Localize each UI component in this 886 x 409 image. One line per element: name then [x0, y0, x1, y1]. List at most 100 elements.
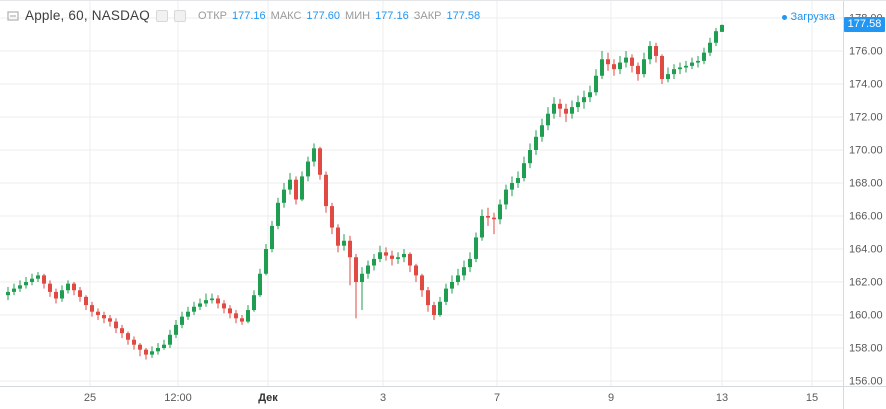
- candle-body-up: [522, 163, 526, 179]
- candle-body-up: [588, 92, 592, 98]
- open-value: 177.16: [232, 9, 266, 22]
- candle-body-down: [564, 108, 568, 114]
- candle-body-down: [330, 206, 334, 228]
- candle-body-up: [690, 62, 694, 66]
- loading-dot-icon: [781, 14, 787, 20]
- candle-body-down: [654, 46, 658, 56]
- candle-body-up: [648, 46, 652, 60]
- chart-properties-icon[interactable]: [7, 10, 19, 22]
- candle-body-up: [504, 189, 508, 205]
- candle-body-down: [630, 57, 634, 66]
- candle-body-up: [474, 237, 478, 259]
- candle-body-down: [414, 265, 418, 276]
- y-axis-label: 174.00: [849, 79, 883, 91]
- candle-body-up: [198, 303, 202, 307]
- candle-body-up: [36, 275, 40, 279]
- candle-body-up: [270, 225, 274, 249]
- candle-body-up: [252, 295, 256, 311]
- candle-body-up: [258, 273, 262, 296]
- header-button-2[interactable]: [173, 9, 186, 22]
- candle-body-up: [510, 183, 514, 190]
- candle-body-down: [42, 275, 46, 284]
- candle-body-up: [312, 148, 316, 162]
- header-button-1[interactable]: [155, 9, 168, 22]
- candle-body-down: [228, 308, 232, 314]
- candle-body-up: [714, 31, 718, 43]
- candle-body-down: [48, 283, 52, 292]
- candle-body-up: [552, 103, 556, 114]
- candle-body-down: [336, 227, 340, 246]
- candle-body-down: [216, 298, 220, 304]
- candle-body-up: [18, 285, 22, 289]
- candle-body-up: [582, 97, 586, 103]
- candle-wick: [349, 235, 351, 286]
- candle-body-up: [528, 150, 532, 164]
- candlestick-series: [6, 24, 724, 360]
- y-axis-label: 164.00: [849, 244, 883, 256]
- candle-body-down: [426, 290, 430, 306]
- x-axis-label: Дек: [258, 392, 278, 404]
- candle-body-up: [570, 107, 574, 114]
- chart-header: Apple, 60, NASDAQ ОТКР 177.16 МАКС 177.6…: [7, 8, 480, 23]
- candle-body-down: [240, 318, 244, 322]
- candle-body-up: [450, 282, 454, 289]
- candle-body-up: [168, 334, 172, 345]
- candle-body-down: [120, 328, 124, 334]
- candle-body-up: [720, 24, 724, 32]
- candle-body-up: [468, 258, 472, 268]
- x-axis-label: 9: [608, 392, 614, 404]
- candle-body-down: [102, 315, 106, 319]
- candle-body-up: [516, 178, 520, 183]
- loading-label: Загрузка: [790, 11, 835, 23]
- candle-body-down: [660, 55, 664, 80]
- candle-body-up: [462, 267, 466, 276]
- symbol-title[interactable]: Apple, 60, NASDAQ: [25, 8, 150, 23]
- loading-indicator: Загрузка: [781, 11, 835, 23]
- candle-body-up: [624, 57, 628, 63]
- candle-body-down: [132, 339, 136, 345]
- candle-wick: [361, 267, 363, 311]
- candle-body-down: [408, 253, 412, 266]
- candle-body-down: [486, 216, 490, 218]
- x-axis-label: 3: [380, 392, 386, 404]
- candle-body-up: [672, 69, 676, 75]
- candle-body-up: [156, 348, 160, 352]
- y-axis-label: 170.00: [849, 145, 883, 157]
- time-axis[interactable]: [0, 386, 843, 409]
- candle-body-up: [444, 288, 448, 302]
- close-label: ЗАКР: [413, 9, 442, 22]
- high-value: 177.60: [306, 9, 341, 22]
- candle-body-down: [294, 179, 298, 200]
- candle-body-up: [600, 59, 604, 76]
- price-axis[interactable]: [843, 1, 886, 386]
- y-axis-label: 162.00: [849, 277, 883, 289]
- candle-body-up: [360, 273, 364, 282]
- candle-body-down: [324, 174, 328, 207]
- candle-body-down: [222, 303, 226, 309]
- ohlc-readout: ОТКР 177.16 МАКС 177.60 МИН 177.16 ЗАКР …: [198, 10, 480, 22]
- candle-body-up: [642, 59, 646, 75]
- candle-body-up: [66, 283, 70, 291]
- candle-body-up: [696, 60, 700, 63]
- candle-body-up: [210, 298, 214, 301]
- x-axis-label: 13: [716, 392, 728, 404]
- x-axis-label: 15: [806, 392, 818, 404]
- candle-body-up: [540, 125, 544, 137]
- open-label: ОТКР: [197, 9, 227, 22]
- candle-body-up: [366, 265, 370, 274]
- candle-body-down: [72, 283, 76, 291]
- candle-body-up: [678, 67, 682, 70]
- y-axis-label: 158.00: [849, 343, 883, 355]
- candle-body-up: [576, 102, 580, 108]
- candle-body-up: [702, 52, 706, 61]
- candle-body-up: [6, 291, 10, 296]
- x-axis-label: 25: [84, 392, 96, 404]
- candle-body-up: [150, 351, 154, 355]
- candle-body-up: [288, 179, 292, 190]
- candle-body-up: [276, 202, 280, 226]
- candle-body-up: [300, 176, 304, 200]
- last-price-label: 177.58: [844, 17, 885, 33]
- candle-body-up: [180, 316, 184, 325]
